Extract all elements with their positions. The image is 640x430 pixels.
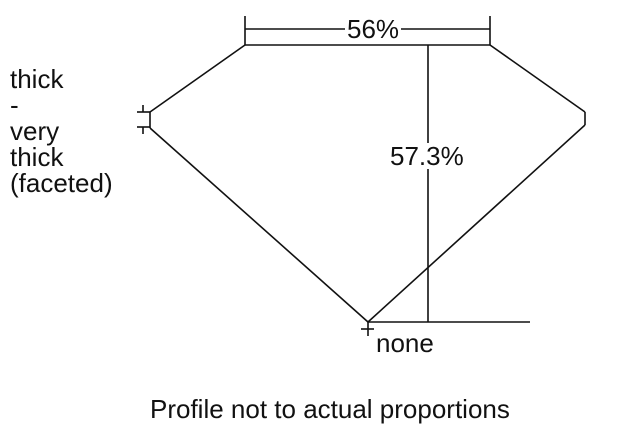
girdle-line: thick bbox=[10, 64, 64, 94]
girdle-label: thick - very thick (faceted) bbox=[10, 66, 150, 196]
girdle-line: thick bbox=[10, 142, 64, 172]
girdle-line: (faceted) bbox=[10, 168, 113, 198]
girdle-line: - bbox=[10, 90, 19, 120]
pavilion-left bbox=[149, 127, 369, 323]
table-percent-label: 56% bbox=[345, 14, 402, 44]
culet-label: none bbox=[376, 328, 434, 358]
proportions-note: Profile not to actual proportions bbox=[150, 394, 510, 424]
crown-left bbox=[149, 44, 246, 113]
crown-right bbox=[489, 44, 586, 113]
pavilion-right bbox=[367, 124, 586, 323]
depth-percent-label: 57.3% bbox=[390, 141, 464, 171]
girdle-line: very bbox=[10, 116, 60, 146]
